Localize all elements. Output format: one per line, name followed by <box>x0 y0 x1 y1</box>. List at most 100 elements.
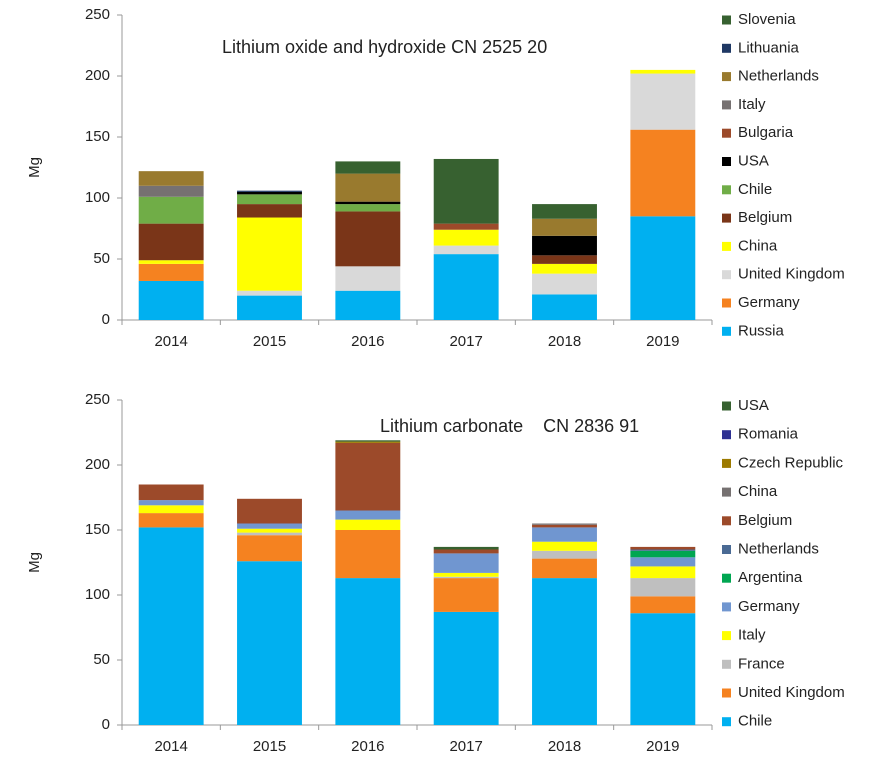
bar-segment <box>630 73 696 130</box>
bar-segment <box>532 550 597 559</box>
bar-segment <box>630 216 696 320</box>
legend-swatch <box>722 72 731 82</box>
y-tick-label: 0 <box>102 311 110 328</box>
bar-segment <box>532 558 597 579</box>
y-tick-label: 150 <box>85 521 110 538</box>
bar-segment <box>532 541 597 551</box>
legend-label: Czech Republic <box>738 454 844 471</box>
legend-label: Bulgaria <box>738 124 794 141</box>
bar-segment <box>138 500 204 506</box>
bar-segment <box>630 613 696 725</box>
bar-segment <box>237 191 302 195</box>
chart-title: Lithium oxide and hydroxide CN 2525 20 <box>222 37 547 57</box>
legend-label: China <box>738 483 778 500</box>
bar-segment <box>532 527 597 542</box>
legend-label: Belgium <box>738 209 792 226</box>
bar-segment <box>433 578 499 612</box>
y-tick-label: 250 <box>85 6 110 23</box>
bar-segment <box>433 229 499 246</box>
bar-segment <box>433 572 499 577</box>
bar-segment <box>335 266 401 291</box>
legend-label: Chile <box>738 713 772 730</box>
bar-segment <box>433 245 499 255</box>
legend-label: Italy <box>738 96 766 113</box>
bar-segment <box>335 440 401 442</box>
x-tick-label: 2017 <box>449 738 482 755</box>
bar-segment <box>138 280 204 320</box>
y-tick-label: 250 <box>85 391 110 408</box>
legend-label: France <box>738 655 785 672</box>
bar-segment <box>237 295 302 320</box>
legend-label: Netherlands <box>738 68 819 85</box>
legend-swatch <box>722 401 731 411</box>
bar-segment <box>532 524 597 528</box>
bar-segment <box>237 190 302 192</box>
y-tick-label: 100 <box>85 189 110 206</box>
legend-label: Romania <box>738 426 799 443</box>
legend-label: Germany <box>738 598 800 615</box>
bar-segment <box>237 498 302 524</box>
y-tick-label: 100 <box>85 586 110 603</box>
y-tick-label: 150 <box>85 128 110 145</box>
bar-segment <box>433 158 499 224</box>
x-tick-label: 2018 <box>548 738 581 755</box>
bar-segment <box>237 528 302 533</box>
y-axis-label: Mg <box>26 157 43 178</box>
legend-label: USA <box>738 397 769 414</box>
bar-segment <box>237 194 302 205</box>
legend-label: Lithuania <box>738 39 800 56</box>
legend-swatch <box>722 430 731 440</box>
x-tick-label: 2016 <box>351 333 384 350</box>
bar-segment <box>433 611 499 725</box>
y-tick-label: 0 <box>102 716 110 733</box>
bar-segment <box>335 290 401 320</box>
y-tick-label: 50 <box>93 651 110 668</box>
bar-segment <box>138 223 204 261</box>
bar-segment <box>335 578 401 725</box>
bar-segment <box>138 196 204 224</box>
bar-segment <box>237 290 302 296</box>
legend-label: USA <box>738 152 769 169</box>
bar-segment <box>237 217 302 291</box>
x-tick-label: 2019 <box>646 738 679 755</box>
bar-segment <box>532 235 597 256</box>
legend-swatch <box>722 326 731 336</box>
legend-swatch <box>722 688 731 698</box>
legend-swatch <box>722 157 731 166</box>
y-tick-label: 50 <box>93 250 110 267</box>
bar-segment <box>335 211 401 267</box>
bar-segment <box>138 263 204 281</box>
legend-label: Chile <box>738 181 772 198</box>
bar-segment <box>138 527 204 725</box>
legend-swatch <box>722 545 731 554</box>
bar-segment <box>630 549 696 551</box>
bar-segment <box>138 484 204 501</box>
bar-segment <box>532 273 597 295</box>
legend-label: Belgium <box>738 512 792 529</box>
bar-segment <box>237 561 302 725</box>
bar-segment <box>630 578 696 597</box>
legend-label: Russia <box>738 322 785 339</box>
legend-swatch <box>722 659 731 669</box>
bar-segment <box>433 553 499 573</box>
legend-swatch <box>722 717 731 727</box>
legend-label: Slovenia <box>738 11 796 28</box>
y-tick-label: 200 <box>85 67 110 84</box>
y-tick-label: 200 <box>85 456 110 473</box>
bar-segment <box>138 185 204 197</box>
legend-swatch <box>722 516 731 526</box>
legend-swatch <box>722 185 731 195</box>
legend-swatch <box>722 43 731 53</box>
legend-swatch <box>722 15 731 25</box>
x-tick-label: 2015 <box>253 333 286 350</box>
bar-segment <box>433 576 499 579</box>
legend-swatch <box>722 128 731 138</box>
legend-swatch <box>722 602 731 612</box>
chart-title: Lithium carbonate CN 2836 91 <box>380 416 639 436</box>
bar-segment <box>335 442 401 511</box>
bar-segment <box>532 204 597 219</box>
bar-segment <box>237 535 302 562</box>
bar-segment <box>532 294 597 320</box>
legend-label: Italy <box>738 627 766 644</box>
